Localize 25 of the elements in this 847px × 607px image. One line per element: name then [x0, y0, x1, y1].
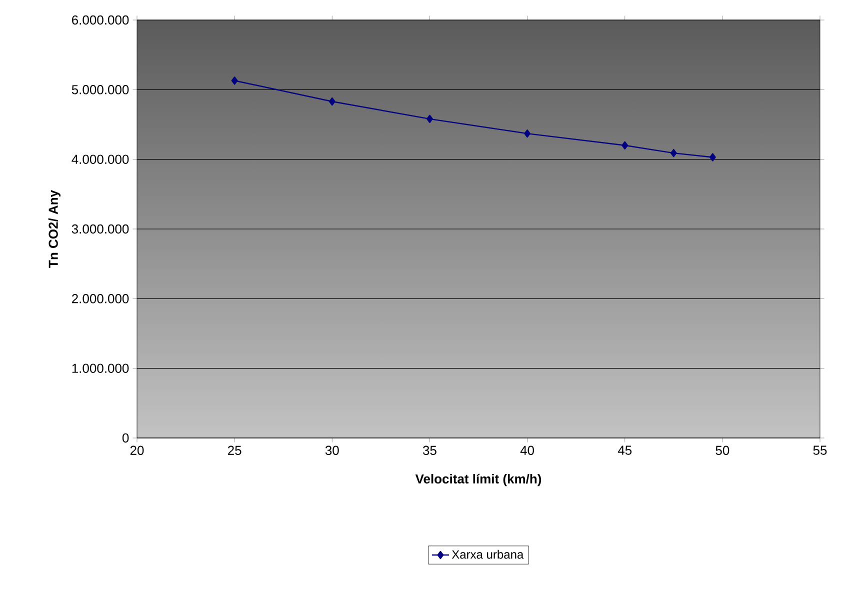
x-tick-label: 50	[716, 446, 730, 455]
x-tick-label: 45	[618, 446, 632, 455]
y-tick-label: 6.000.000	[72, 15, 129, 25]
y-tick-label: 1.000.000	[72, 364, 129, 373]
point	[670, 148, 677, 158]
point	[231, 76, 238, 85]
x-tick-label: 35	[422, 446, 436, 455]
x-tick-label: 25	[228, 446, 242, 455]
x-tick-label: 30	[325, 446, 339, 455]
y-tick-label: 3.000.000	[72, 224, 129, 234]
y-tick-label: 5.000.000	[72, 85, 129, 94]
y-tick-label: 2.000.000	[72, 294, 129, 304]
legend-label: Xarxa urbana	[452, 550, 524, 559]
point	[709, 153, 716, 162]
point	[426, 114, 433, 124]
point	[622, 141, 628, 150]
y-axis-title: Tn CO2/ Any	[48, 190, 61, 268]
x-tick-label: 55	[813, 446, 827, 455]
y-tick-label: 0	[122, 433, 129, 443]
x-tick-label: 20	[130, 446, 144, 455]
point	[328, 97, 336, 106]
point	[524, 129, 531, 138]
x-tick-label: 40	[520, 446, 534, 455]
y-tick-label: 4.000.000	[72, 154, 129, 164]
x-axis-title: Velocitat límit (km/h)	[415, 474, 542, 486]
